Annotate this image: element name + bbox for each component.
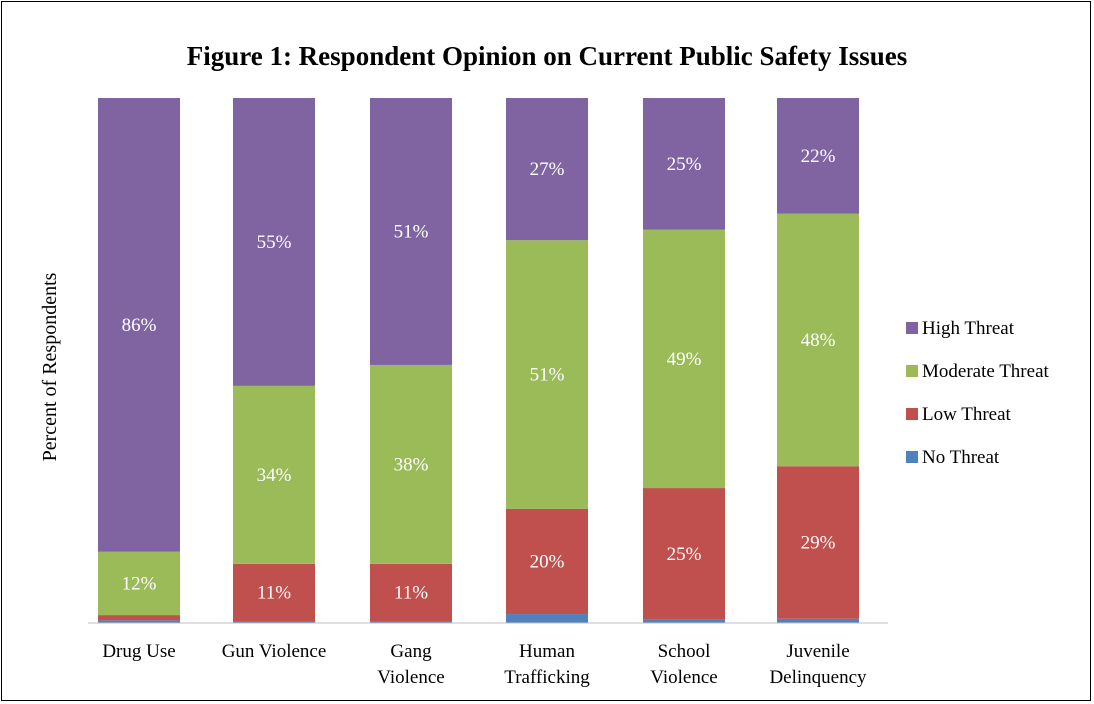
bar-juvenile-delinquency-moderate-threat [777,213,859,467]
data-label-drug-use-high-threat: 86% [122,315,157,336]
data-label-school-violence-low-threat: 25% [667,544,702,565]
bar-school-violence-high-threat [643,98,725,230]
x-tick-label-gun-violence: Gun Violence [222,641,327,662]
bar-gang-violence-low-threat [370,563,452,622]
data-label-gun-violence-low-threat: 11% [257,583,291,604]
bar-drug-use-no-threat [98,620,180,623]
x-tick-label-human-trafficking: Human Trafficking [504,641,590,688]
bar-juvenile-delinquency-high-threat [777,98,859,214]
x-tick-label-drug-use: Drug Use [102,641,175,662]
legend-swatch-moderate-threat [906,365,918,377]
data-label-gang-violence-high-threat: 51% [394,221,429,242]
data-label-school-violence-moderate-threat: 49% [667,349,702,370]
x-tick-label-juvenile-delinquency: Juvenile Delinquency [769,641,867,688]
legend-swatch-no-threat [906,451,918,463]
bar-drug-use-low-threat [98,615,180,621]
chart-title: Figure 1: Respondent Opinion on Current … [187,41,908,71]
bar-gun-violence-high-threat [233,98,315,386]
bar-juvenile-delinquency-low-threat [777,466,859,619]
data-labels-group: 12% 86% 11% 34% 55% 11% 38% 51% 20% 51% 27% 25% 49% 2… [122,146,836,604]
y-axis-label: Percent of Respondents [39,272,61,461]
legend: High Threat Moderate Threat Low Threat No T… [906,318,1050,468]
legend-label-low-threat: Low Threat [922,404,1012,425]
data-label-juvenile-delinquency-low-threat: 29% [801,533,836,554]
bar-drug-use-high-threat [98,98,180,552]
data-label-human-trafficking-moderate-threat: 51% [530,364,565,385]
bar-gun-violence-moderate-threat [233,385,315,564]
bar-human-trafficking-high-threat [506,98,588,241]
bar-school-violence-low-threat [643,488,725,620]
x-tick-label-school-violence: School Violence [650,641,717,688]
bar-gun-violence-no-threat [233,621,315,623]
data-label-school-violence-high-threat: 25% [667,154,702,175]
bar-juvenile-delinquency-no-threat [777,618,859,623]
data-label-gun-violence-moderate-threat: 34% [257,465,292,486]
x-tick-label-gang-violence: Gang Violence [377,641,444,688]
bar-drug-use-moderate-threat [98,551,180,616]
bar-human-trafficking-moderate-threat [506,240,588,509]
data-label-juvenile-delinquency-high-threat: 22% [801,146,836,167]
bar-school-violence-no-threat [643,619,725,623]
data-label-juvenile-delinquency-moderate-threat: 48% [801,330,836,351]
legend-swatch-high-threat [906,322,918,334]
bar-gang-violence-no-threat [370,621,452,623]
bar-human-trafficking-low-threat [506,508,588,615]
data-label-gang-violence-low-threat: 11% [394,583,428,604]
data-label-gun-violence-high-threat: 55% [257,232,292,253]
data-label-human-trafficking-high-threat: 27% [530,159,565,180]
bar-human-trafficking-no-threat [506,614,588,623]
data-label-drug-use-moderate-threat: 12% [122,573,157,594]
x-tick-labels-group: Drug Use Gun Violence Gang Violence Human Tra… [102,641,867,688]
data-label-gang-violence-moderate-threat: 38% [394,454,429,475]
legend-swatch-low-threat [906,408,918,420]
bars-group [98,98,859,623]
data-label-human-trafficking-low-threat: 20% [530,551,565,572]
legend-label-no-threat: No Threat [922,447,1000,468]
bar-gang-violence-moderate-threat [370,364,452,564]
legend-label-moderate-threat: Moderate Threat [922,361,1050,382]
bar-school-violence-moderate-threat [643,229,725,489]
bar-gun-violence-low-threat [233,563,315,622]
legend-label-high-threat: High Threat [922,318,1015,339]
bar-gang-violence-high-threat [370,98,452,365]
